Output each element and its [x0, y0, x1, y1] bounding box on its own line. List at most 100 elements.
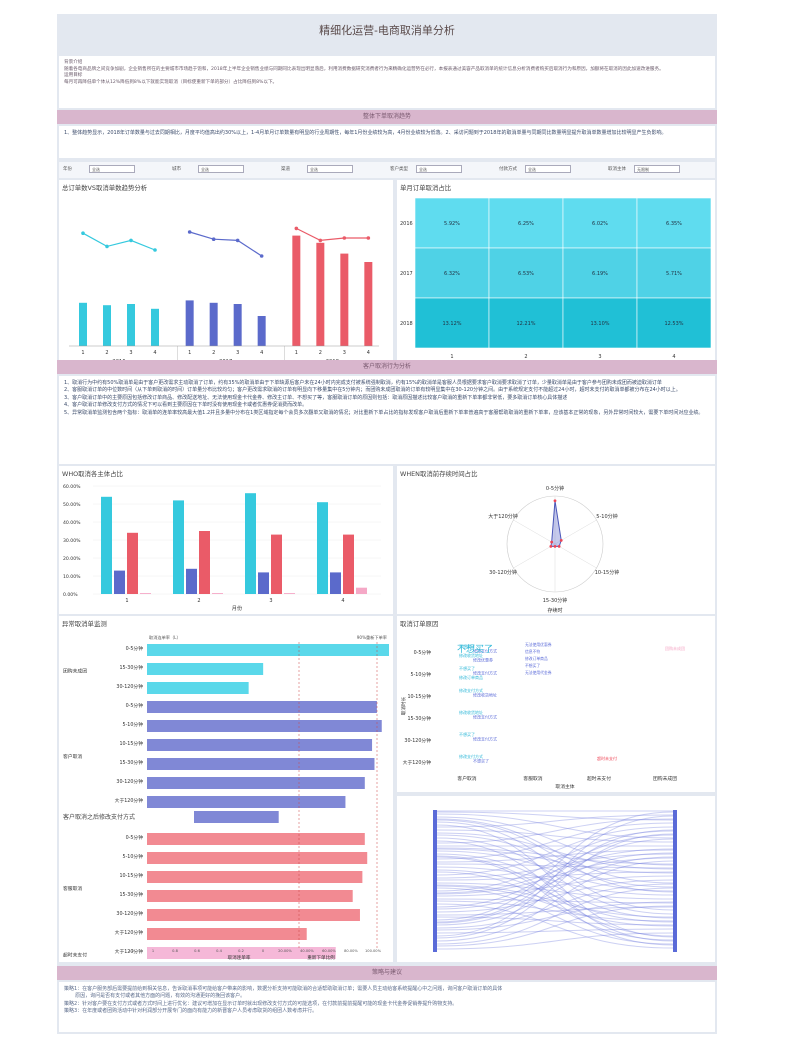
filter-bar: 年份 全选 城市 全选 渠道 全选 客户类型 全选 付款方式 全选 取消主体 无限制 — [59, 162, 715, 178]
filter-select[interactable]: 全选 — [307, 165, 353, 173]
who-y-tick: 20.00% — [63, 556, 81, 562]
filter-select[interactable]: 全选 — [525, 165, 571, 173]
filter-4[interactable]: 付款方式 全选 — [495, 162, 602, 176]
flow-link — [436, 852, 674, 910]
flow-link — [436, 871, 674, 881]
section2-line: 2、客服取消订单的中位数时间（从下单到取消的时间）订单量分布比较均匀；客户更改需… — [64, 387, 681, 394]
trend-point — [81, 231, 85, 235]
flow-link — [436, 885, 674, 927]
radar-point — [559, 539, 563, 542]
who-bar — [258, 572, 269, 594]
flow-link — [436, 901, 674, 931]
trend-bar — [79, 302, 87, 346]
abn-item-label: 5-10分钟 — [123, 721, 144, 728]
trend-point — [259, 254, 264, 258]
reason-row-label: 5-10分钟 — [411, 671, 432, 678]
heat-value: 6.02% — [592, 221, 608, 227]
trend-point — [342, 236, 347, 240]
flow-link — [436, 821, 674, 911]
flow-link — [436, 883, 674, 929]
trend-bar — [151, 308, 159, 346]
filter-2[interactable]: 渠道 全选 — [277, 162, 384, 176]
reason-cs-word: 修改订单商品 — [525, 656, 548, 661]
goal-body: 每月可再降低单个体从12%降低到8%以下就能实现取消（目标使重新下单的部分）占比… — [64, 79, 278, 85]
trend-bar — [103, 305, 111, 346]
trend-bar — [185, 300, 194, 346]
who-x-label: 3 — [269, 598, 272, 604]
filter-select[interactable]: 无限制 — [634, 165, 680, 173]
abn-item-label: 0-5分钟 — [126, 645, 144, 652]
heat-cell — [636, 197, 712, 249]
reason-panel: 取消订单原因 0-5分钟 不想买了 修改支付方式 修改收货地址 修改优惠券 5-10分钟不… — [397, 616, 715, 792]
filter-select[interactable]: 全选 — [89, 165, 135, 173]
who-y-tick: 50.00% — [63, 502, 81, 508]
flow-link — [436, 829, 674, 843]
section2-text: 1、取消行为中约有50%取消单是由于客户更改需求主动取消了订单，约有35%的取消… — [64, 380, 709, 417]
heat-col-label: 2 — [524, 354, 527, 360]
abn-x-tick: 0.2 — [238, 949, 244, 953]
who-bar — [317, 502, 328, 594]
filter-1[interactable]: 城市 全选 — [168, 162, 275, 176]
section1-text: 1、整体趋势显示，2018年订单数量与过去同期相比，月度平均值高出约30%以上，… — [64, 130, 667, 136]
abn-group-label: 团购未成团 — [63, 668, 87, 675]
trend-bar — [340, 253, 349, 346]
abn-item-label: 10-15分钟 — [119, 872, 143, 879]
section3-line: 策略2：针对客户要在支付方式或者方式时间上进行优化：建议可增加在显示订单时就出现… — [64, 1000, 458, 1007]
flow-link — [436, 834, 674, 888]
trend-month-label: 1 — [295, 350, 298, 356]
heat-value: 5.71% — [666, 271, 682, 277]
flow-link — [436, 887, 674, 945]
reason-col-label: 超时未支付 — [587, 775, 611, 782]
trend-point — [211, 237, 216, 241]
heat-row-label: 2016 — [400, 221, 413, 227]
reason-x-title: 取消主体 — [555, 783, 574, 790]
abn-x-tick: 80.00% — [344, 949, 358, 953]
abn-bar — [147, 890, 353, 902]
trend-month-label: 4 — [153, 350, 156, 356]
who-bar — [114, 570, 125, 594]
heat-cell — [636, 247, 712, 299]
who-bar — [199, 531, 210, 594]
abn-item-label: 0-5分钟 — [126, 834, 144, 841]
trend-bar — [127, 304, 135, 346]
trend-month-label: 2 — [212, 350, 215, 356]
trend-month-label: 1 — [188, 350, 191, 356]
heat-cell — [562, 247, 638, 299]
who-x-label: 2 — [197, 598, 200, 604]
reason-timeout-word: 超时未支付 — [597, 755, 617, 761]
reason-cs-word: 信息不符 — [525, 649, 540, 654]
flow-link — [436, 884, 674, 918]
reason-row-label: 大于120分钟 — [403, 759, 432, 766]
flow-link — [436, 869, 674, 923]
filter-select[interactable]: 全选 — [416, 165, 462, 173]
filter-select[interactable]: 全选 — [198, 165, 244, 173]
trend-chart: 123420161234201712342018 — [69, 226, 379, 365]
filter-0[interactable]: 年份 全选 — [59, 162, 166, 176]
flow-link — [436, 832, 674, 870]
reason-word: 修改支付方式 — [459, 753, 483, 759]
flow-link — [436, 856, 674, 946]
reason-word: 修改收货地址 — [473, 692, 497, 698]
heat-value: 5.92% — [444, 221, 460, 227]
who-y-tick: 60.00% — [63, 484, 81, 490]
filter-label: 取消主体 — [608, 167, 626, 172]
reason-word: 不想买了 — [459, 643, 475, 649]
reason-cs-word: 不想买了 — [525, 663, 540, 668]
flow-link — [436, 906, 674, 916]
flow-link — [436, 833, 674, 939]
filter-3[interactable]: 客户类型 全选 — [386, 162, 493, 176]
abn-x-tick: 100.00% — [365, 949, 382, 953]
filter-5[interactable]: 取消主体 无限制 — [604, 162, 711, 176]
abn-item-label: 5-10分钟 — [123, 853, 144, 860]
trend-month-label: 2 — [319, 350, 322, 356]
radar-point — [550, 540, 554, 544]
flow-link — [436, 815, 674, 937]
reason-word: 修改支付方式 — [473, 648, 497, 654]
reason-word: 修改支付方式 — [473, 670, 497, 676]
flow-right-axis — [673, 810, 677, 952]
trend-bar — [292, 235, 301, 346]
reason-big-word: 不想买了 — [457, 643, 493, 655]
reason-y-title: 取消时长 — [400, 696, 407, 715]
who-bar — [284, 593, 295, 594]
radar-axis — [513, 519, 556, 545]
